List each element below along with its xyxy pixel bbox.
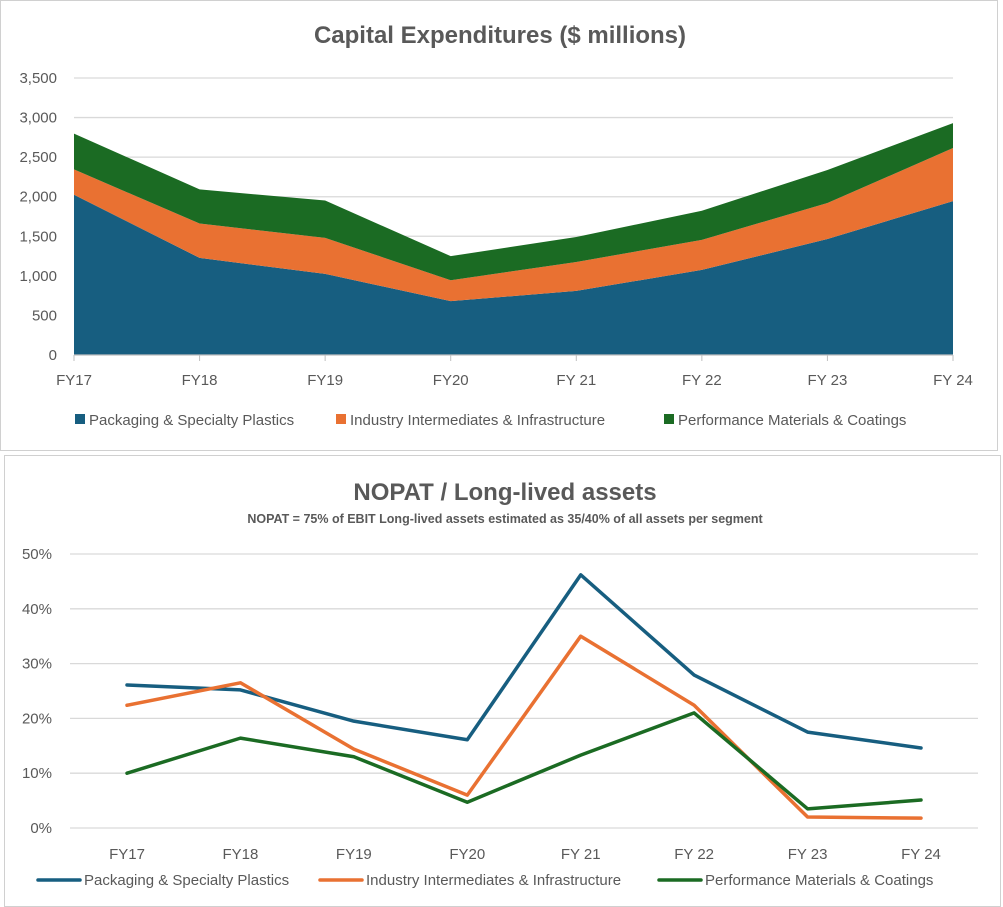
legend-label: Industry Intermediates & Infrastructure [350, 412, 605, 429]
area-series-1 [74, 194, 953, 355]
y-tick-label: 2,000 [19, 189, 57, 206]
legend-swatch [336, 414, 346, 424]
x-tick-label: FY20 [433, 372, 469, 389]
x-tick-label: FY 24 [901, 846, 941, 863]
x-tick-label: FY19 [336, 846, 372, 863]
y-tick-label: 500 [32, 307, 57, 324]
y-tick-label: 1,500 [19, 228, 57, 245]
x-tick-label: FY18 [182, 372, 218, 389]
legend-label: Packaging & Specialty Plastics [84, 872, 289, 889]
y-tick-label: 20% [22, 710, 52, 727]
legend-label: Performance Materials & Coatings [678, 412, 906, 429]
nopat-subtitle: NOPAT = 75% of EBIT Long-lived assets es… [247, 512, 763, 526]
y-tick-label: 10% [22, 765, 52, 782]
y-tick-label: 30% [22, 656, 52, 673]
x-tick-label: FY19 [307, 372, 343, 389]
y-tick-label: 1,000 [19, 268, 57, 285]
legend-label: Packaging & Specialty Plastics [89, 412, 294, 429]
y-tick-label: 3,000 [19, 110, 57, 127]
x-tick-label: FY 23 [808, 372, 848, 389]
y-tick-label: 3,500 [19, 70, 57, 87]
x-tick-label: FY 24 [933, 372, 973, 389]
x-tick-label: FY 21 [556, 372, 596, 389]
x-tick-label: FY 22 [682, 372, 722, 389]
y-tick-label: 50% [22, 546, 52, 563]
capex-title: Capital Expenditures ($ millions) [314, 22, 686, 49]
line-series-3 [125, 711, 923, 811]
y-tick-label: 40% [22, 601, 52, 618]
nopat-chart-panel [4, 455, 1001, 907]
area-series-3 [74, 123, 953, 281]
x-tick-label: FY17 [109, 846, 145, 863]
legend-label: Industry Intermediates & Infrastructure [366, 872, 621, 889]
area-series-2 [74, 148, 953, 302]
nopat-title: NOPAT / Long-lived assets [353, 479, 656, 506]
legend-swatch [75, 414, 85, 424]
legend-swatch [664, 414, 674, 424]
x-tick-label: FY18 [222, 846, 258, 863]
x-tick-label: FY 22 [674, 846, 714, 863]
x-tick-label: FY 23 [788, 846, 828, 863]
y-tick-label: 0 [49, 347, 57, 364]
x-tick-label: FY17 [56, 372, 92, 389]
x-tick-label: FY 21 [561, 846, 601, 863]
legend-label: Performance Materials & Coatings [705, 872, 933, 889]
line-series-1 [125, 573, 923, 750]
x-tick-label: FY20 [449, 846, 485, 863]
y-tick-label: 2,500 [19, 149, 57, 166]
line-series-2 [125, 634, 923, 820]
y-tick-label: 0% [30, 820, 52, 837]
